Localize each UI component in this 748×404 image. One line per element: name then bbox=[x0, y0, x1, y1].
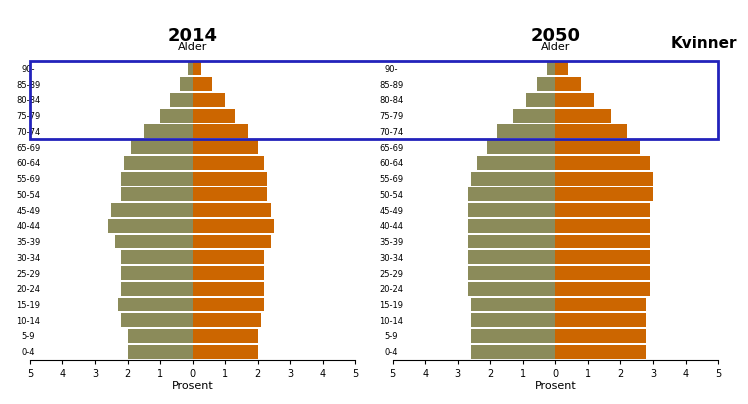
Bar bbox=[513, 109, 555, 122]
Bar bbox=[555, 203, 650, 217]
Bar bbox=[555, 124, 627, 138]
Bar bbox=[555, 77, 581, 91]
Bar bbox=[470, 345, 555, 359]
Bar bbox=[193, 313, 261, 327]
Bar bbox=[468, 266, 555, 280]
Bar bbox=[555, 156, 650, 170]
Bar bbox=[555, 329, 646, 343]
Bar bbox=[121, 282, 193, 296]
Bar bbox=[555, 282, 650, 296]
Bar bbox=[470, 172, 555, 185]
Bar bbox=[468, 250, 555, 264]
Bar bbox=[487, 140, 555, 154]
Bar bbox=[144, 124, 193, 138]
Bar bbox=[188, 61, 193, 76]
Bar bbox=[124, 156, 193, 170]
X-axis label: Prosent: Prosent bbox=[535, 381, 576, 391]
Bar bbox=[555, 298, 646, 311]
Bar bbox=[114, 235, 193, 248]
Bar bbox=[108, 219, 193, 233]
Bar bbox=[468, 187, 555, 201]
Bar bbox=[555, 266, 650, 280]
Bar bbox=[470, 313, 555, 327]
Bar bbox=[468, 203, 555, 217]
Bar bbox=[193, 282, 264, 296]
Bar bbox=[193, 93, 225, 107]
Bar bbox=[468, 235, 555, 248]
Bar bbox=[193, 187, 268, 201]
Bar bbox=[193, 77, 212, 91]
Bar bbox=[555, 313, 646, 327]
Bar bbox=[193, 329, 257, 343]
Bar bbox=[127, 329, 193, 343]
Bar bbox=[555, 172, 653, 185]
Text: Kvinner: Kvinner bbox=[670, 36, 737, 51]
Bar bbox=[555, 250, 650, 264]
Text: Alder: Alder bbox=[178, 42, 207, 52]
Bar bbox=[477, 156, 555, 170]
Title: 2050: 2050 bbox=[530, 27, 580, 45]
Bar bbox=[193, 124, 248, 138]
Bar bbox=[193, 219, 274, 233]
Bar bbox=[468, 282, 555, 296]
Bar bbox=[555, 140, 640, 154]
Bar bbox=[193, 61, 200, 76]
Bar bbox=[555, 187, 653, 201]
Bar bbox=[526, 93, 555, 107]
Bar bbox=[468, 219, 555, 233]
Bar bbox=[470, 298, 555, 311]
Bar bbox=[160, 109, 193, 122]
Bar bbox=[193, 266, 264, 280]
Bar bbox=[121, 172, 193, 185]
Bar bbox=[111, 203, 193, 217]
Bar bbox=[555, 93, 595, 107]
Bar bbox=[555, 345, 646, 359]
Bar bbox=[193, 109, 235, 122]
Bar bbox=[497, 124, 555, 138]
Bar bbox=[548, 61, 555, 76]
Bar bbox=[127, 345, 193, 359]
Bar bbox=[131, 140, 193, 154]
Bar bbox=[193, 203, 271, 217]
Bar bbox=[180, 77, 193, 91]
Bar bbox=[193, 156, 264, 170]
Bar bbox=[555, 219, 650, 233]
Bar bbox=[193, 345, 257, 359]
Bar bbox=[193, 140, 257, 154]
Bar bbox=[121, 266, 193, 280]
Text: Alder: Alder bbox=[541, 42, 570, 52]
Bar bbox=[170, 93, 193, 107]
Bar bbox=[193, 172, 268, 185]
Bar bbox=[117, 298, 193, 311]
Bar bbox=[555, 61, 568, 76]
X-axis label: Prosent: Prosent bbox=[172, 381, 213, 391]
Bar bbox=[121, 187, 193, 201]
Bar bbox=[555, 109, 610, 122]
Bar bbox=[538, 77, 555, 91]
Bar bbox=[470, 329, 555, 343]
Title: 2014: 2014 bbox=[168, 27, 218, 45]
Bar bbox=[121, 250, 193, 264]
Bar bbox=[193, 250, 264, 264]
Bar bbox=[193, 235, 271, 248]
Bar bbox=[193, 298, 264, 311]
Bar bbox=[555, 235, 650, 248]
Bar bbox=[121, 313, 193, 327]
